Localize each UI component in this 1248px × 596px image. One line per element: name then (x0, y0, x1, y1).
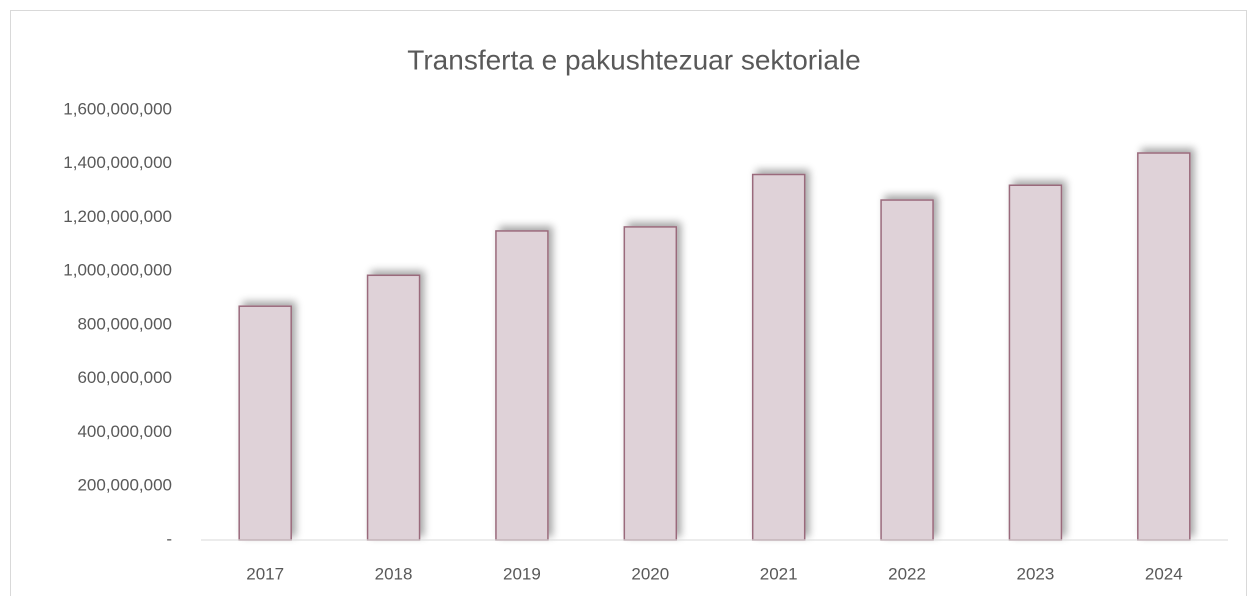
chart-title: Transferta e pakushtezuar sektoriale (407, 44, 860, 75)
x-tick-label: 2018 (375, 564, 413, 583)
y-tick-label: 200,000,000 (77, 476, 172, 495)
y-tick-label: 1,400,000,000 (63, 153, 172, 172)
y-tick-label: 600,000,000 (77, 368, 172, 387)
x-tick-label: 2022 (888, 564, 926, 583)
x-tick-label: 2024 (1145, 564, 1183, 583)
y-tick-label: 1,000,000,000 (63, 261, 172, 280)
y-tick-label: 400,000,000 (77, 422, 172, 441)
x-tick-label: 2017 (246, 564, 284, 583)
bar (1008, 184, 1063, 541)
y-tick-label: 800,000,000 (77, 314, 172, 333)
bar (238, 305, 292, 541)
bar (751, 173, 806, 541)
bar (495, 230, 549, 541)
y-tick-label: 1,200,000,000 (63, 207, 172, 226)
y-tick-label: 1,600,000,000 (63, 99, 172, 118)
x-tick-label: 2019 (503, 564, 541, 583)
chart-border (10, 10, 1247, 596)
bar (366, 274, 421, 541)
x-tick-label: 2021 (760, 564, 798, 583)
bar (1137, 152, 1191, 541)
y-tick-label: - (166, 529, 172, 548)
bar (880, 199, 934, 541)
bar (623, 226, 678, 541)
x-tick-label: 2020 (631, 564, 669, 583)
x-tick-label: 2023 (1017, 564, 1055, 583)
